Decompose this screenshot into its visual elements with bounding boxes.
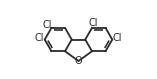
Text: Cl: Cl (42, 20, 52, 30)
Text: O: O (75, 56, 82, 66)
Text: Cl: Cl (89, 18, 98, 28)
Text: Cl: Cl (113, 33, 122, 44)
Text: Cl: Cl (35, 33, 44, 44)
